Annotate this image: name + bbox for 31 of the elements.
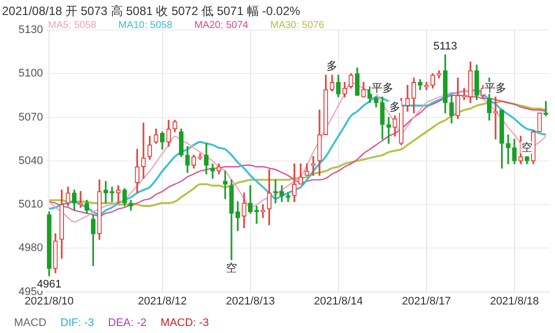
y-tick-label: 5070 — [18, 111, 43, 124]
text: 空 — [521, 142, 532, 154]
x-tick-label: 2021/8/12 — [138, 295, 187, 308]
x-tick-label: 2021/8/18 — [490, 295, 539, 308]
y-tick-label: 4980 — [18, 242, 43, 254]
y-tick-label: 5130 — [18, 24, 43, 36]
text: 4961 — [36, 278, 62, 290]
text: MA10: 5058 — [118, 20, 172, 31]
x-tick-label: 2021/8/10 — [24, 295, 74, 308]
chart-title: 2021/08/18 开 5073 高 5081 收 5072 低 5071 幅 -0.02% — [2, 3, 300, 20]
text: MA30: 5076 — [270, 20, 324, 31]
text: 平多 — [371, 82, 394, 94]
x-tick-label: 2021/8/13 — [226, 295, 275, 308]
text: 5113 — [433, 40, 458, 52]
text: DEA: -2 — [108, 317, 147, 329]
text: 多 — [389, 101, 400, 114]
y-tick-label: 5010 — [18, 198, 43, 211]
candlestick — [141, 122, 146, 179]
text: MACD — [14, 317, 46, 329]
x-tick-label: 2021/8/17 — [402, 295, 451, 308]
text: DIF: -3 — [60, 317, 94, 329]
text: 空 — [226, 262, 237, 274]
y-tick-label: 5100 — [18, 68, 43, 80]
text: MA5: 5058 — [48, 20, 96, 31]
y-tick-label: 5040 — [18, 154, 43, 167]
text: 多 — [326, 60, 338, 73]
candlestick — [286, 192, 290, 202]
text: MA20: 5074 — [194, 20, 248, 31]
x-tick-label: 2021/8/14 — [314, 295, 363, 308]
text: MACD: -3 — [160, 317, 209, 329]
text: 平多 — [484, 82, 507, 94]
